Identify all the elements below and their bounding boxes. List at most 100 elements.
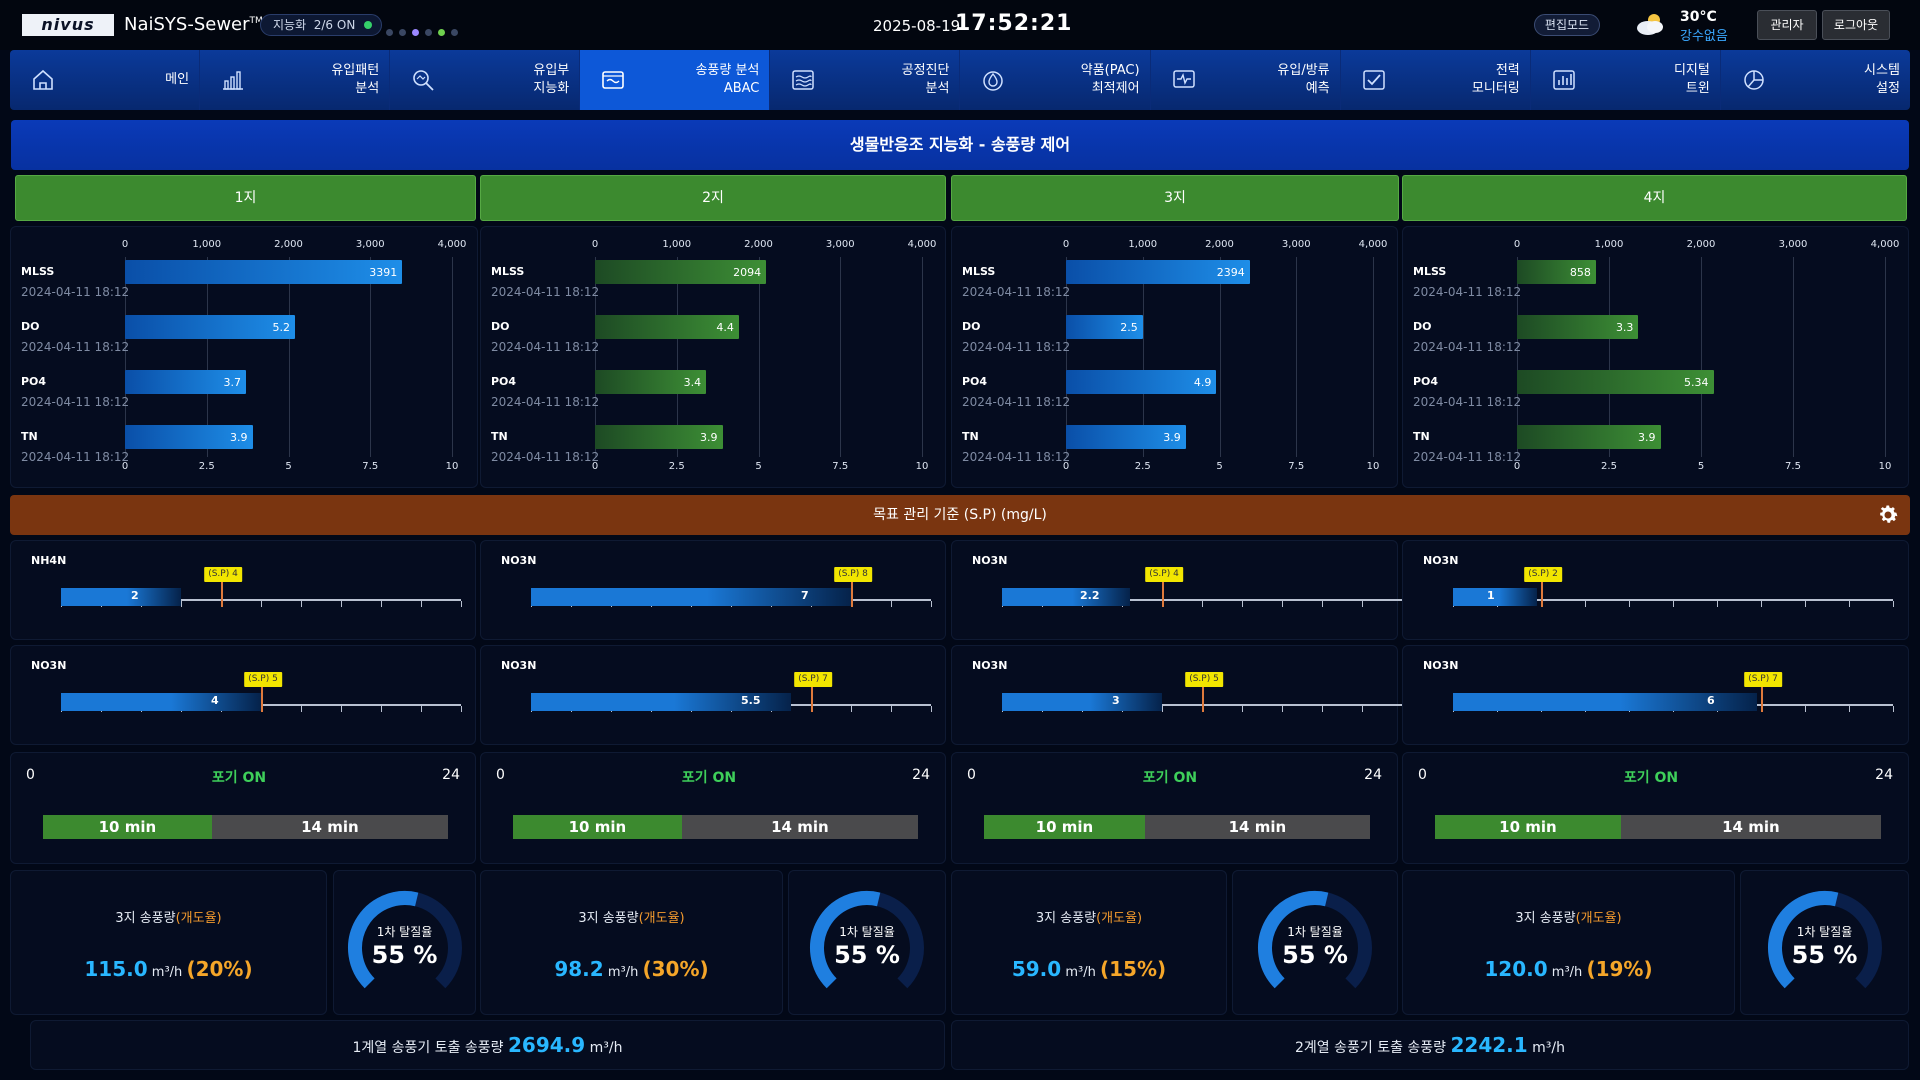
bar-value-label: 2.5 xyxy=(1120,321,1138,334)
tank-tab-2[interactable]: 2지 xyxy=(480,175,946,221)
aeration-state: 포기 ON xyxy=(1142,770,1198,786)
grid-line xyxy=(1793,257,1794,457)
nivus-logo: nivus xyxy=(22,14,114,36)
top-axis-tick: 1,000 xyxy=(1594,239,1624,250)
blower-open-percent: (19%) xyxy=(1586,957,1653,981)
metric-timestamp: 2024-04-11 18:12 xyxy=(491,285,600,299)
donut-value-arc xyxy=(347,891,418,989)
nav-item-process-diagnosis[interactable]: 공정진단 분석 xyxy=(770,50,961,110)
gauge-value-bar: 5.5 xyxy=(531,693,791,711)
setpoint-marker xyxy=(221,581,223,607)
metric-timestamp: 2024-04-11 18:12 xyxy=(1413,395,1522,409)
blower-open-percent: (15%) xyxy=(1099,957,1167,981)
grid-line xyxy=(1066,257,1067,457)
top-bar: nivus NaiSYS-SewerTM 지능화 2/6 ON 2025-08-… xyxy=(0,0,1920,50)
setpoint-badge: (S.P) 5 xyxy=(244,672,282,687)
nav-item-inflow-pattern[interactable]: 유입패턴 분석 xyxy=(200,50,391,110)
total-flow-label: 1계열 송풍기 토출 송풍량 xyxy=(352,1040,504,1056)
ai-status-badge[interactable]: 지능화 2/6 ON xyxy=(260,14,383,36)
bar-value-label: 3.4 xyxy=(683,376,702,389)
bar-value-label: 3.9 xyxy=(1638,431,1656,444)
aeration-off-segment: 14 min xyxy=(211,815,448,839)
indicator-dot-icon xyxy=(425,29,432,36)
gear-icon[interactable] xyxy=(1876,503,1900,527)
blower-flow-unit: m³/h xyxy=(1065,965,1096,980)
parameter-name: NO3N xyxy=(1423,659,1459,672)
grid-line xyxy=(840,257,842,457)
gauge-tick xyxy=(461,601,462,607)
nav-item-inflow-ai[interactable]: 유입부 지능화 xyxy=(390,50,581,110)
top-axis-tick: 2,000 xyxy=(1686,239,1716,250)
nav-label: 메인 xyxy=(165,72,190,87)
grid-line xyxy=(288,257,290,457)
metric-timestamp: 2024-04-11 18:12 xyxy=(21,395,130,409)
metric-timestamp: 2024-04-11 18:12 xyxy=(21,285,130,299)
setpoint-badge: (S.P) 4 xyxy=(1145,567,1183,582)
bar-value-label: 3.9 xyxy=(230,431,248,444)
grid-line xyxy=(676,257,678,457)
edit-mode-button[interactable]: 편집모드 xyxy=(1534,14,1600,36)
donut-label: 1차 탈질율 xyxy=(1287,925,1343,939)
gauge-value-bar: 4 xyxy=(61,693,261,711)
aeration-state: 포기 ON xyxy=(211,770,267,786)
bottom-axis-tick: 5 xyxy=(1216,461,1223,472)
aeration-end-hour: 24 xyxy=(912,767,930,783)
total-flow-unit: m³/h xyxy=(589,1040,623,1056)
blower-flow-label: 3지 송풍량 xyxy=(1515,911,1576,926)
admin-button[interactable]: 관리자 xyxy=(1757,10,1817,40)
tank-tab-1[interactable]: 1지 xyxy=(15,175,476,221)
bar-value-label: 3.7 xyxy=(223,376,241,389)
aeration-on-segment: 10 min xyxy=(1435,815,1621,839)
tank-tab-4[interactable]: 4지 xyxy=(1402,175,1907,221)
temperature: 30°C xyxy=(1680,9,1717,25)
parameter-name: NO3N xyxy=(1423,554,1459,567)
metric-name: TN xyxy=(491,430,508,443)
bottom-axis-tick: 10 xyxy=(915,461,929,472)
bar-chart-icon xyxy=(223,71,244,90)
blower-flow-title: 3지 송풍량(개도율) xyxy=(11,907,326,926)
nav-item-system-settings[interactable]: 시스템 설정 xyxy=(1721,50,1910,110)
gauge-value-label: 5.5 xyxy=(741,694,761,707)
gauge-value-bar: 2 xyxy=(61,588,181,606)
current-date: 2025-08-19 xyxy=(873,17,961,35)
tank-tab-3[interactable]: 3지 xyxy=(951,175,1399,221)
bottom-axis-tick: 0 xyxy=(121,461,129,472)
nav-item-aeration-abac[interactable]: 송풍량 분석 ABAC xyxy=(580,50,771,110)
bar-value-label: 4.9 xyxy=(1193,376,1212,389)
bar-value-label: 3391 xyxy=(369,266,398,279)
quality-chart-tank-2: 0 1,000 2,000 3,000 4,000 0 2.5 5 7.5 10 MLSS 2024-… xyxy=(480,226,946,488)
pie-icon xyxy=(1744,70,1764,90)
nav-item-pac-control[interactable]: 약품(PAC) 최적제어 xyxy=(960,50,1151,110)
blower-flow-label: 3지 송풍량 xyxy=(578,911,639,926)
gauge-value-label: 2 xyxy=(131,589,139,602)
gauge-tick xyxy=(461,706,462,712)
donut-value: 55 % xyxy=(834,941,900,969)
gauge-track xyxy=(1453,599,1893,601)
gauge-tick xyxy=(1629,601,1630,607)
nav-item-power-monitoring[interactable]: 전력 모니터링 xyxy=(1341,50,1531,110)
total-flow-label: 2계열 송풍기 토출 송풍량 xyxy=(1295,1040,1447,1056)
quality-chart-tank-1: 0 1,000 2,000 3,000 4,000 0 2.5 5 7.5 10 MLSS 2024-… xyxy=(10,226,478,488)
nav-item-main[interactable]: 메인 xyxy=(10,50,201,110)
gauge-tick xyxy=(261,601,262,607)
metric-timestamp: 2024-04-11 18:12 xyxy=(21,450,130,464)
bar-do: 3.3 xyxy=(1517,315,1639,339)
metric-name: MLSS xyxy=(491,265,525,278)
nav-item-inflow-forecast[interactable]: 유입/방류 예측 xyxy=(1151,50,1341,110)
blower-flow-value: 98.2 xyxy=(554,957,604,981)
nav-label: 시스템 설정 xyxy=(1864,63,1900,96)
donut-ring xyxy=(347,891,462,989)
logout-button[interactable]: 로그아웃 xyxy=(1822,10,1890,40)
grid-line xyxy=(1373,257,1374,457)
gauge-value-bar: 6 xyxy=(1453,693,1757,711)
quality-chart-tank-4: 0 1,000 2,000 3,000 4,000 0 2.5 5 7.5 10 MLSS 2024-… xyxy=(1402,226,1909,488)
quality-chart-tank-3: 0 1,000 2,000 3,000 4,000 0 2.5 5 7.5 10 MLSS 2024-… xyxy=(951,226,1398,488)
gauge-tick xyxy=(1162,706,1163,712)
aeration-off-segment: 14 min xyxy=(1144,815,1370,839)
metric-name: TN xyxy=(21,430,38,443)
nav-label: 송풍량 분석 ABAC xyxy=(695,63,760,96)
bar-mlss: 2094 xyxy=(595,260,767,284)
setpoint-marker xyxy=(851,581,853,607)
nav-item-digital-twin[interactable]: 디지털 트윈 xyxy=(1531,50,1721,110)
setpoint-header: 목표 관리 기준 (S.P) (mg/L) xyxy=(10,495,1910,535)
